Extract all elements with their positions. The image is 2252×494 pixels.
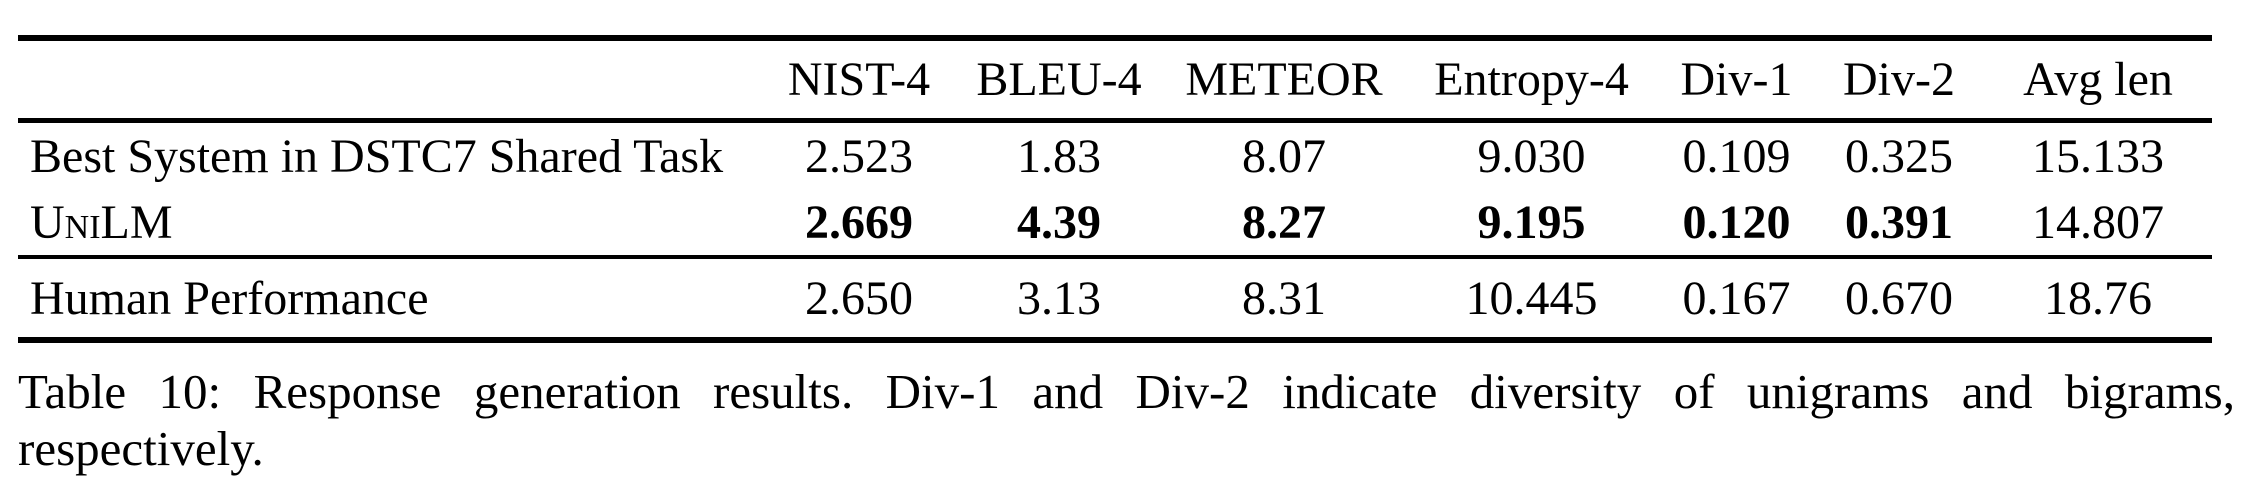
cell-human-entropy4: 10.445 <box>1465 271 1598 325</box>
column-header-avglen: Avg len <box>2023 53 2173 106</box>
column-header-div2: Div-2 <box>1843 53 1955 106</box>
results-table-container: NIST-4 BLEU-4 METEOR Entropy-4 Div-1 Div… <box>18 35 2212 343</box>
column-header-empty <box>18 38 764 121</box>
table-caption: Table 10: Response generation results. D… <box>18 363 2235 477</box>
cell-unilm-entropy4: 9.195 <box>1477 195 1586 249</box>
column-header-bleu4: BLEU-4 <box>976 53 1142 106</box>
table-caption-line1: Table 10: Response generation results. D… <box>18 364 2235 419</box>
cell-unilm-avglen: 14.807 <box>2032 195 2164 249</box>
cell-human-div1: 0.167 <box>1682 271 1791 325</box>
cell-best-system-meteor: 8.07 <box>1242 129 1326 183</box>
cell-best-system-div1: 0.109 <box>1682 129 1791 183</box>
cell-best-system-div2: 0.325 <box>1845 129 1953 183</box>
table-row-unilm: UniLM 2.669 4.39 8.27 9.195 0.120 0.391 … <box>18 189 2212 257</box>
cell-human-meteor: 8.31 <box>1242 271 1326 325</box>
cell-unilm-meteor: 8.27 <box>1242 195 1326 249</box>
column-header-meteor: METEOR <box>1185 53 1383 106</box>
cell-human-div2: 0.670 <box>1845 271 1953 325</box>
results-table: NIST-4 BLEU-4 METEOR Entropy-4 Div-1 Div… <box>18 35 2212 343</box>
cell-human-bleu4: 3.13 <box>1017 271 1101 325</box>
cell-unilm-div2: 0.391 <box>1845 195 1953 249</box>
column-header-div1: Div-1 <box>1680 53 1793 106</box>
table-caption-line2: respectively. <box>18 421 264 476</box>
cell-best-system-bleu4: 1.83 <box>1017 129 1101 183</box>
cell-best-system-nist4: 2.523 <box>805 129 913 183</box>
table-row-human-performance: Human Performance 2.650 3.13 8.31 10.445… <box>18 257 2212 340</box>
cell-unilm-bleu4: 4.39 <box>1017 195 1101 249</box>
cell-human-avglen: 18.76 <box>2044 271 2152 325</box>
column-header-entropy4: Entropy-4 <box>1434 53 1629 106</box>
table-row-best-system: Best System in DSTC7 Shared Task 2.523 1… <box>18 121 2212 190</box>
row-label-best-system: Best System in DSTC7 Shared Task <box>30 129 724 183</box>
cell-unilm-div1: 0.120 <box>1682 195 1791 249</box>
cell-human-nist4: 2.650 <box>805 271 913 325</box>
row-label-unilm: UniLM <box>30 195 173 249</box>
header-row: NIST-4 BLEU-4 METEOR Entropy-4 Div-1 Div… <box>18 38 2212 121</box>
cell-best-system-entropy4: 9.030 <box>1477 129 1586 183</box>
cell-unilm-nist4: 2.669 <box>805 195 913 249</box>
cell-best-system-avglen: 15.133 <box>2032 129 2164 183</box>
row-label-human-performance: Human Performance <box>30 271 429 325</box>
column-header-nist4: NIST-4 <box>787 53 931 106</box>
